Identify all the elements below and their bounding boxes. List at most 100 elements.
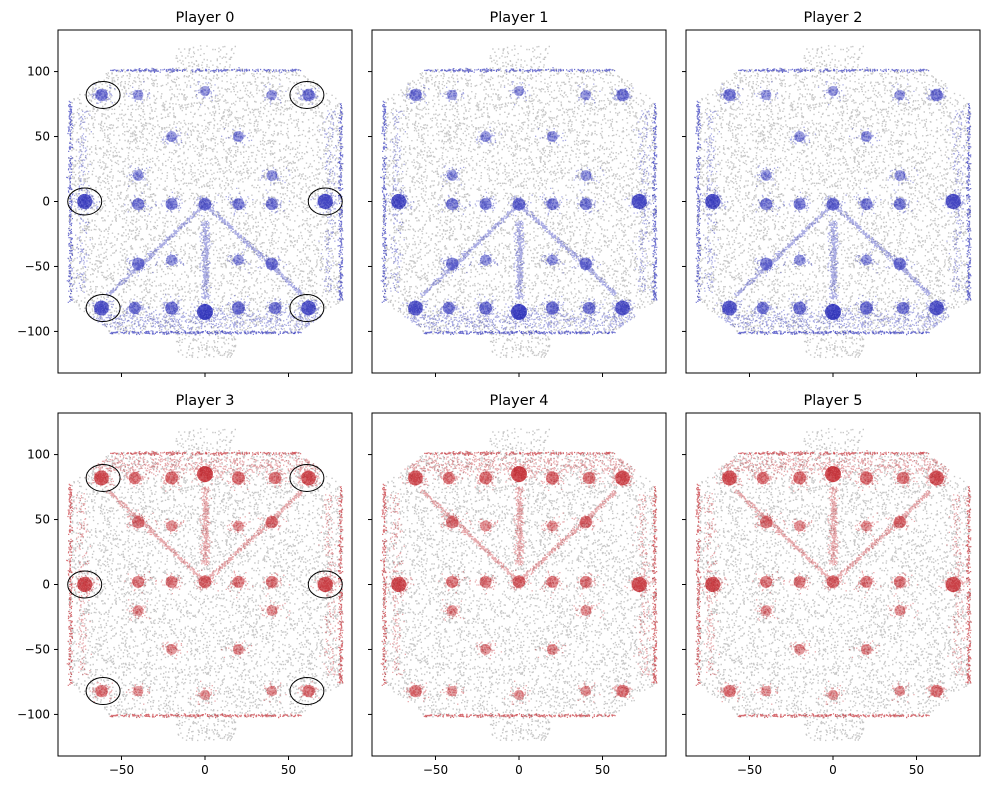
x-tick-label: 0 (201, 763, 209, 777)
hotspot (317, 576, 333, 593)
hotspot (165, 198, 178, 211)
hotspot (546, 198, 559, 211)
annotation-circle-5 (289, 677, 325, 706)
y-tick-label: −100 (17, 324, 50, 338)
x-tick-label: 0 (829, 763, 837, 777)
hotspot (860, 198, 873, 211)
hotspot (166, 520, 177, 532)
panel-title: Player 4 (490, 393, 549, 409)
hotspot (197, 303, 213, 320)
hotspot (446, 89, 458, 101)
density-background (696, 428, 972, 742)
hotspot (408, 300, 423, 316)
hotspot (760, 170, 772, 181)
hotspot (511, 303, 527, 320)
hotspot (199, 689, 211, 701)
hotspot (77, 193, 93, 210)
hotspot (861, 131, 872, 142)
y-tick-label: 100 (27, 448, 50, 462)
hotspot (446, 685, 458, 697)
y-tick-label: −50 (25, 642, 50, 656)
x-tick-label: 50 (909, 763, 924, 777)
hotspot (199, 85, 211, 97)
hotspot (929, 470, 944, 486)
hotspot (391, 193, 407, 210)
hotspot (894, 685, 906, 697)
hotspot (233, 131, 244, 142)
annotation-circle-2 (67, 570, 103, 599)
hotspot (95, 88, 108, 102)
hotspot (445, 515, 459, 529)
panel-title: Player 2 (804, 10, 863, 26)
hotspot (132, 198, 145, 211)
hotspot (860, 471, 873, 485)
hotspot (446, 575, 459, 588)
hotspot (132, 685, 144, 697)
hotspot (301, 470, 316, 486)
hotspot (198, 575, 212, 589)
arena-rim (66, 450, 344, 719)
hotspot (128, 301, 142, 315)
hotspot (826, 575, 840, 589)
hotspot (442, 301, 456, 315)
y-tick-label: 50 (35, 130, 50, 144)
hotspot (861, 644, 872, 655)
hotspot (945, 193, 961, 210)
y-tick-label: 0 (42, 578, 50, 592)
hotspot (266, 170, 278, 181)
x-tick-label: 50 (281, 763, 296, 777)
hotspot (580, 89, 592, 101)
hotspot (233, 644, 244, 655)
hotspot (266, 685, 278, 697)
hotspot (861, 520, 872, 532)
hotspot (479, 471, 492, 485)
panel-4: Player 4 −50 0 50 (368, 393, 667, 777)
annotation-circle-5 (289, 294, 325, 323)
hotspot (94, 470, 109, 486)
hotspot (760, 89, 772, 101)
annotation-circle-3 (307, 187, 343, 216)
hotspot (232, 471, 245, 485)
y-tick-label: 0 (42, 195, 50, 209)
hotspot (546, 471, 559, 485)
hotspot (827, 689, 839, 701)
hotspot (896, 301, 910, 315)
hotspot (198, 197, 212, 211)
hotspot (760, 575, 773, 588)
arena-rim (694, 450, 972, 719)
hotspot (616, 88, 629, 102)
hotspot (166, 254, 177, 266)
hotspot (265, 515, 279, 529)
hotspot (546, 301, 559, 315)
hotspot (894, 605, 906, 616)
hotspot (826, 197, 840, 211)
hotspot (546, 575, 559, 588)
plot-area (686, 30, 980, 373)
hotspot (547, 131, 558, 142)
plot-area (58, 30, 352, 373)
hotspot (615, 300, 630, 316)
hotspot (265, 575, 278, 588)
hotspot (705, 193, 721, 210)
hotspot (165, 301, 178, 315)
hotspot (930, 684, 943, 698)
density-background (382, 428, 658, 742)
hotspot (165, 471, 178, 485)
hotspot (132, 605, 144, 616)
hotspot (579, 198, 592, 211)
hotspot (579, 575, 592, 588)
panel-2: Player 2 (682, 10, 981, 377)
hotspot (265, 257, 279, 271)
hotspot (165, 575, 178, 588)
hotspot (512, 575, 526, 589)
hotspot (268, 471, 282, 485)
hotspot (131, 515, 145, 529)
hotspot (580, 170, 592, 181)
hotspot (479, 575, 492, 588)
hotspot (793, 575, 806, 588)
hotspot (760, 685, 772, 697)
density-background (68, 428, 344, 742)
hotspot (722, 470, 737, 486)
hotspot (930, 88, 943, 102)
